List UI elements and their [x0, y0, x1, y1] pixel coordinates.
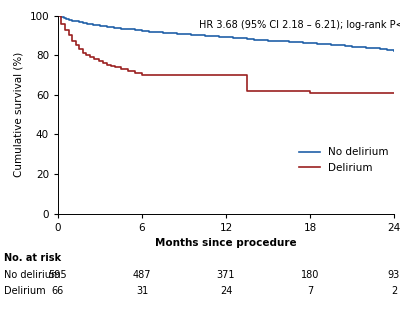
Delirium [286, 89, 291, 93]
Delirium [154, 73, 158, 77]
Legend: No delirium, Delirium: No delirium, Delirium [299, 148, 389, 173]
Delirium [196, 73, 200, 77]
Delirium [105, 63, 110, 67]
Delirium [77, 47, 82, 51]
Text: 180: 180 [301, 270, 319, 280]
Delirium [109, 64, 114, 68]
Text: 595: 595 [49, 270, 67, 280]
Text: 487: 487 [133, 270, 151, 280]
Text: No. at risk: No. at risk [4, 253, 61, 263]
No delirium [245, 37, 250, 41]
Delirium [56, 14, 60, 18]
Delirium [92, 57, 97, 61]
Delirium [182, 73, 186, 77]
Text: Delirium: Delirium [4, 286, 46, 296]
Delirium [70, 40, 74, 43]
Delirium [73, 43, 78, 47]
Y-axis label: Cumulative survival (%): Cumulative survival (%) [14, 52, 24, 177]
Text: 66: 66 [52, 286, 64, 296]
No delirium [56, 14, 60, 18]
Delirium [80, 51, 85, 55]
Text: 31: 31 [136, 286, 148, 296]
No delirium [273, 39, 278, 43]
Delirium [364, 91, 368, 95]
No delirium [161, 31, 166, 35]
Line: Delirium: Delirium [58, 16, 394, 93]
Delirium [59, 22, 64, 25]
Text: HR 3.68 (95% CI 2.18 – 6.21); log-rank P<0.001: HR 3.68 (95% CI 2.18 – 6.21); log-rank P… [199, 20, 400, 30]
Delirium [66, 34, 71, 37]
Delirium [308, 91, 312, 95]
Delirium [126, 69, 130, 73]
Text: 93: 93 [388, 270, 400, 280]
Text: 2: 2 [391, 286, 397, 296]
Text: No delirium: No delirium [4, 270, 60, 280]
Delirium [118, 67, 123, 71]
Delirium [210, 73, 214, 77]
Text: 371: 371 [217, 270, 235, 280]
Text: 24: 24 [220, 286, 232, 296]
No delirium [224, 35, 228, 39]
Delirium [100, 61, 105, 65]
No delirium [238, 36, 242, 40]
Delirium [113, 65, 118, 69]
No delirium [392, 49, 396, 53]
Delirium [140, 73, 144, 77]
No delirium [85, 22, 90, 25]
Delirium [88, 55, 92, 59]
Delirium [266, 89, 270, 93]
Delirium [245, 89, 250, 93]
Line: No delirium: No delirium [58, 16, 394, 51]
Delirium [224, 73, 228, 77]
Delirium [168, 73, 172, 77]
Delirium [392, 91, 396, 95]
Delirium [336, 91, 340, 95]
Delirium [133, 71, 138, 75]
Delirium [84, 53, 88, 57]
Delirium [62, 28, 67, 31]
Text: 7: 7 [307, 286, 313, 296]
Delirium [96, 59, 101, 63]
X-axis label: Months since procedure: Months since procedure [155, 238, 297, 248]
